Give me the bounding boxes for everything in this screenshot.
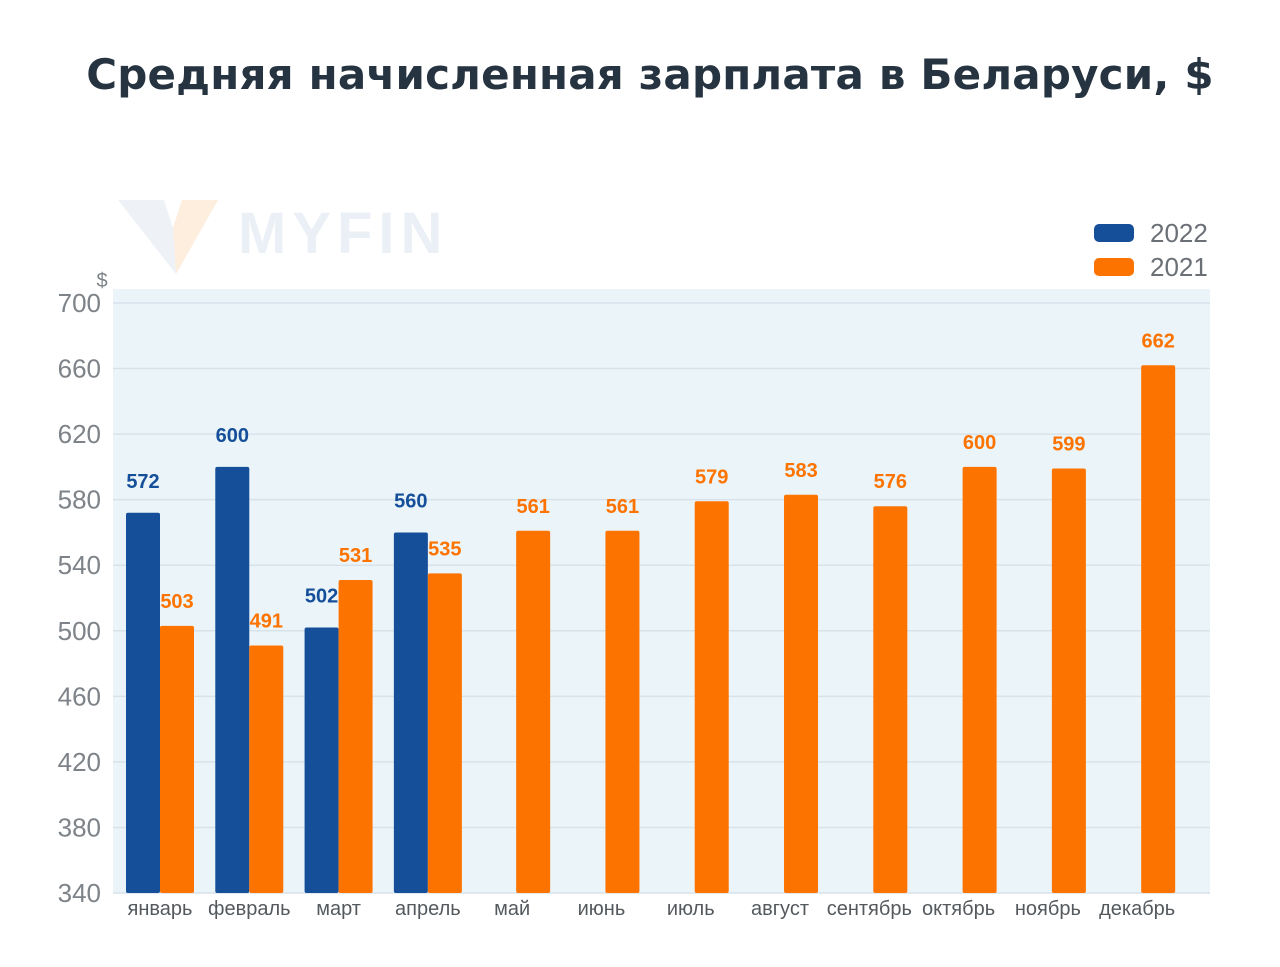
data-label-2021: 600	[963, 432, 996, 454]
x-tick-label: январь	[128, 898, 193, 920]
bar-2021-март[interactable]	[338, 579, 373, 893]
x-tick-label: сентябрь	[827, 898, 912, 920]
data-label-2021: 535	[428, 538, 461, 560]
chart-title: Средняя начисленная зарплата в Беларуси,…	[86, 50, 1214, 99]
y-tick-label: 580	[58, 485, 101, 515]
y-tick-label: 620	[58, 419, 101, 449]
bar-2021-август[interactable]	[784, 494, 819, 893]
x-tick-label: февраль	[208, 898, 291, 920]
bar-2021-ноябрь[interactable]	[1051, 468, 1086, 893]
legend-item-2021[interactable]: 2021	[1094, 250, 1208, 284]
data-label-2021: 583	[784, 460, 817, 482]
x-tick-label: май	[494, 898, 530, 920]
bar-2021-февраль[interactable]	[249, 645, 284, 893]
y-tick-label: 700	[58, 288, 101, 318]
bar-2021-апрель[interactable]	[427, 573, 462, 893]
data-label-2022: 502	[305, 586, 338, 608]
y-axis-unit-label: $	[96, 270, 107, 292]
x-tick-label: декабрь	[1099, 898, 1175, 920]
legend-label-2022: 2022	[1150, 217, 1208, 248]
data-label-2022: 572	[126, 471, 159, 493]
bar-2021-июнь[interactable]	[605, 530, 640, 893]
data-label-2021: 561	[516, 496, 549, 518]
bar-2022-февраль[interactable]	[215, 466, 250, 893]
x-tick-label: октябрь	[922, 898, 995, 920]
data-label-2021: 561	[606, 496, 639, 518]
bar-2021-декабрь[interactable]	[1141, 365, 1176, 893]
y-tick-label: 660	[58, 354, 101, 384]
x-tick-label: апрель	[395, 898, 461, 920]
bar-2021-май[interactable]	[516, 530, 551, 893]
legend-swatch-2021	[1094, 258, 1134, 276]
legend: 2022 2021	[1094, 216, 1208, 284]
x-tick-label: ноябрь	[1015, 898, 1081, 920]
legend-label-2021: 2021	[1150, 251, 1208, 282]
x-tick-label: март	[316, 898, 361, 920]
bar-2021-январь[interactable]	[160, 625, 194, 893]
bar-2021-июль[interactable]	[694, 501, 729, 893]
bar-2022-апрель[interactable]	[393, 532, 428, 893]
bar-2021-сентябрь[interactable]	[873, 506, 908, 893]
y-tick-label: 500	[58, 616, 101, 646]
data-label-2021: 662	[1141, 330, 1174, 352]
y-tick-label: 540	[58, 550, 101, 580]
legend-swatch-2022	[1094, 224, 1134, 242]
data-label-2021: 491	[250, 611, 283, 633]
x-tick-label: июль	[667, 898, 715, 920]
y-tick-label: 420	[58, 747, 101, 777]
plot-area	[113, 289, 1210, 893]
data-label-2022: 600	[216, 425, 249, 447]
legend-item-2022[interactable]: 2022	[1094, 216, 1208, 250]
watermark: MYFIN	[118, 198, 478, 278]
bar-2022-январь[interactable]	[126, 512, 160, 893]
watermark-text: MYFIN	[238, 201, 449, 266]
myfin-logo-icon	[118, 200, 218, 274]
y-tick-label: 340	[58, 878, 101, 908]
bar-2021-октябрь[interactable]	[962, 466, 997, 893]
data-label-2021: 576	[874, 471, 907, 493]
x-tick-label: июнь	[578, 898, 626, 920]
y-tick-label: 380	[58, 812, 101, 842]
data-label-2021: 531	[339, 545, 372, 567]
y-tick-label: 460	[58, 681, 101, 711]
data-label-2021: 579	[695, 466, 728, 488]
data-label-2021: 599	[1052, 434, 1085, 456]
data-label-2022: 560	[394, 490, 427, 512]
data-label-2021: 503	[160, 591, 193, 613]
x-tick-label: август	[751, 898, 809, 920]
bar-2022-март[interactable]	[304, 627, 339, 894]
